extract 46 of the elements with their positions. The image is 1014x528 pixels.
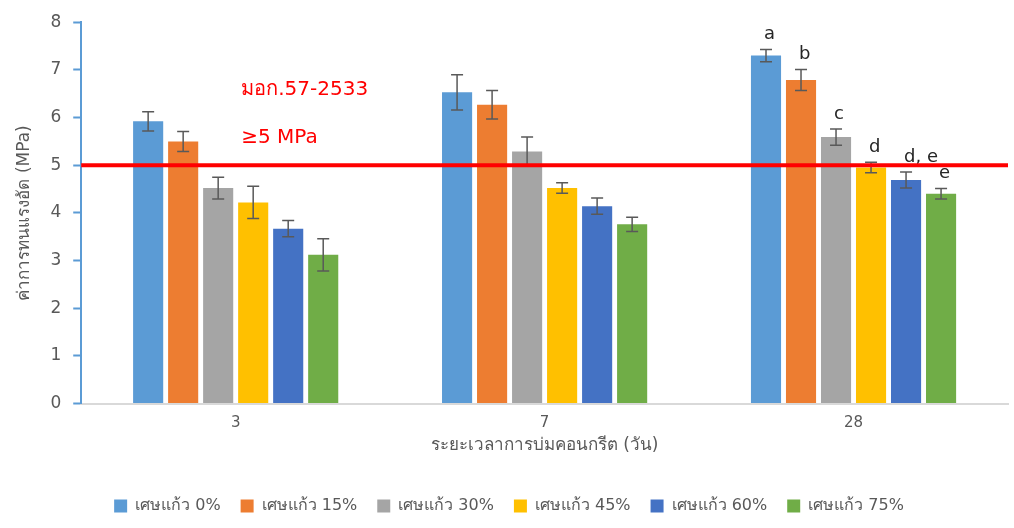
data-label: d xyxy=(869,135,881,157)
ref-line-label: ≥5 MPa xyxy=(241,124,318,149)
y-tick-label: 2 xyxy=(50,296,62,317)
data-label: a xyxy=(764,22,776,44)
legend-label: เศษแก้ว 30% xyxy=(398,495,494,515)
data-label: c xyxy=(834,101,844,123)
data-label: e xyxy=(939,161,951,183)
bar xyxy=(133,121,164,404)
bar xyxy=(547,188,578,404)
bar xyxy=(442,92,473,404)
bar xyxy=(750,55,782,404)
x-axis-title: ระยะเวลาการบ่มคอนกรีต (วัน) xyxy=(430,434,659,455)
bar xyxy=(168,141,199,404)
y-tick-label: 7 xyxy=(50,58,62,79)
bar xyxy=(582,206,613,404)
x-tick-label: 7 xyxy=(539,413,550,432)
y-tick-label: 5 xyxy=(50,153,62,174)
bar xyxy=(477,104,508,404)
bar xyxy=(203,188,234,404)
bar xyxy=(891,180,922,404)
annotation: มอก.57-2533 xyxy=(241,76,369,101)
legend-label: เศษแก้ว 0% xyxy=(135,495,221,515)
data-label: b xyxy=(799,42,811,64)
bar xyxy=(238,202,269,404)
bar xyxy=(512,151,543,404)
y-tick-label: 0 xyxy=(50,392,62,413)
x-tick-label: 3 xyxy=(230,413,241,432)
legend-label: เศษแก้ว 75% xyxy=(808,495,904,515)
y-tick-label: 1 xyxy=(50,344,62,365)
bar xyxy=(785,79,817,404)
bar xyxy=(820,137,852,404)
bar xyxy=(926,193,957,404)
y-tick-label: 4 xyxy=(50,201,62,222)
y-tick-label: 8 xyxy=(50,10,62,31)
legend-label: เศษแก้ว 15% xyxy=(261,495,358,515)
legend-label: เศษแก้ว 60% xyxy=(671,495,768,515)
bar xyxy=(855,167,887,404)
legend-label: เศษแก้ว 45% xyxy=(534,495,631,515)
y-tick-label: 3 xyxy=(50,249,62,269)
y-axis-title: ค่าการทนแรงอัด (MPa) xyxy=(12,125,33,301)
bar xyxy=(273,228,304,404)
data-label: d, e xyxy=(904,144,939,166)
y-tick-label: 6 xyxy=(50,105,62,126)
x-tick-label: 28 xyxy=(843,413,864,432)
bar xyxy=(308,254,339,404)
bar xyxy=(617,224,648,404)
